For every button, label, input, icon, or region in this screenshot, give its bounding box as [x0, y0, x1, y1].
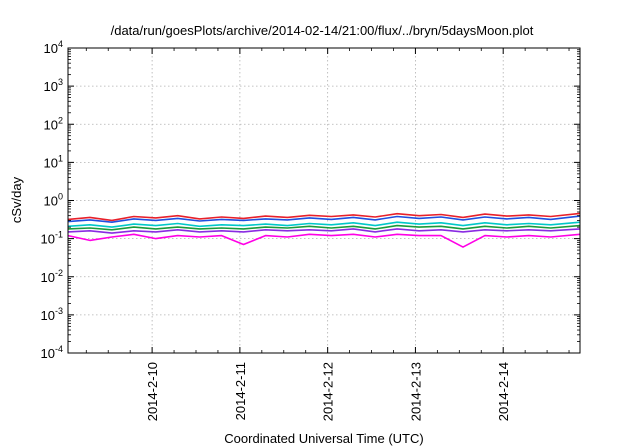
- y-tick-label: 10-3: [41, 306, 63, 323]
- y-tick-label: 10-1: [41, 230, 63, 247]
- x-axis-label: Coordinated Universal Time (UTC): [224, 431, 423, 446]
- x-tick-label: 2014-2-10: [145, 362, 160, 421]
- series-line-4: [67, 224, 581, 231]
- x-tick-label: 2014-2-14: [496, 362, 511, 421]
- x-ticks: 2014-2-10 2014-2-11 2014-2-12 2014-2-13 2014…: [85, 48, 570, 421]
- y-tick-label: 104: [44, 39, 63, 56]
- y-tick-label: 101: [44, 153, 63, 170]
- x-tick-label: 2014-2-12: [321, 362, 336, 421]
- series-line-1: [67, 212, 581, 222]
- y-axis-label: cSv/day: [9, 176, 24, 223]
- series-line-6: [67, 233, 581, 248]
- series-group: [67, 212, 581, 248]
- y-tick-label: 103: [44, 77, 63, 94]
- series-line-2: [67, 215, 581, 223]
- grid: [68, 48, 580, 353]
- chart-title: /data/run/goesPlots/archive/2014-02-14/2…: [111, 23, 534, 38]
- y-tick-label: 102: [44, 115, 63, 132]
- y-ticks: 10-4 10-3 10-2 10-1 100 101 102 103 104: [41, 39, 580, 361]
- y-tick-label: 100: [44, 192, 63, 209]
- series-line-5: [67, 228, 581, 234]
- x-tick-label: 2014-2-13: [408, 362, 423, 421]
- y-tick-label: 10-2: [41, 268, 63, 285]
- series-line-3: [67, 221, 581, 228]
- y-tick-label: 10-4: [41, 344, 63, 361]
- x-tick-label: 2014-2-11: [233, 362, 248, 420]
